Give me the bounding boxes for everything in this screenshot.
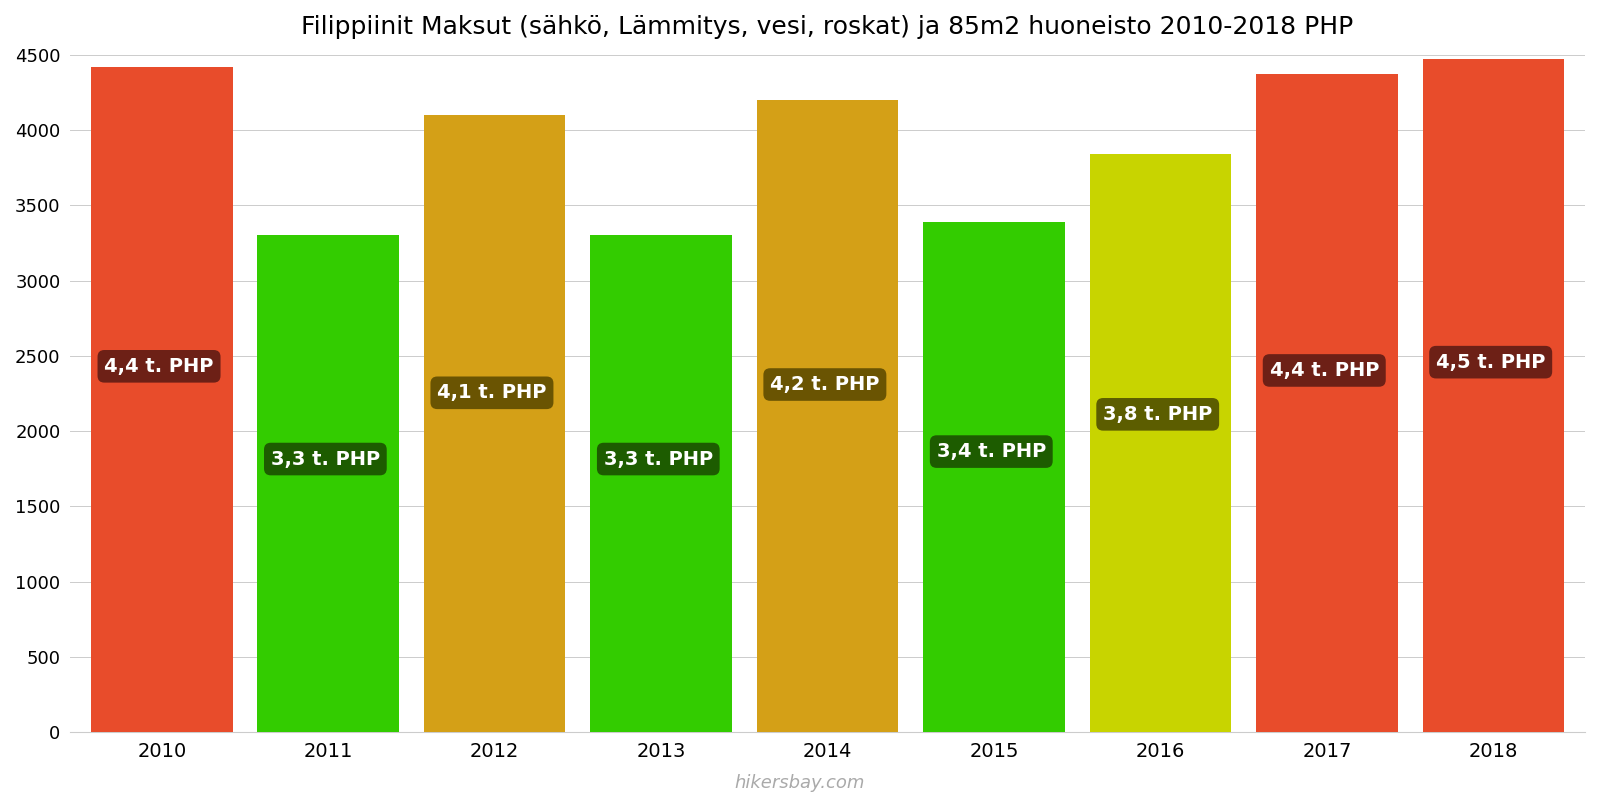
Bar: [923, 222, 1066, 732]
Text: 4,4 t. PHP: 4,4 t. PHP: [104, 357, 214, 376]
Bar: [258, 235, 398, 732]
Text: 4,5 t. PHP: 4,5 t. PHP: [1437, 353, 1546, 372]
Title: Filippiinit Maksut (sähkö, Lämmitys, vesi, roskat) ja 85m2 huoneisto 2010-2018 P: Filippiinit Maksut (sähkö, Lämmitys, ves…: [301, 15, 1354, 39]
Text: 3,4 t. PHP: 3,4 t. PHP: [936, 442, 1046, 461]
Bar: [91, 67, 232, 732]
Bar: [1256, 74, 1398, 732]
Bar: [757, 100, 898, 732]
Text: 4,2 t. PHP: 4,2 t. PHP: [770, 375, 880, 394]
Bar: [590, 235, 731, 732]
Text: 4,1 t. PHP: 4,1 t. PHP: [437, 383, 547, 402]
Text: 3,3 t. PHP: 3,3 t. PHP: [603, 450, 714, 469]
Text: 4,4 t. PHP: 4,4 t. PHP: [1269, 361, 1379, 380]
Text: 3,3 t. PHP: 3,3 t. PHP: [270, 450, 379, 469]
Bar: [1090, 154, 1232, 732]
Bar: [424, 115, 565, 732]
Text: 3,8 t. PHP: 3,8 t. PHP: [1102, 405, 1213, 424]
Bar: [1422, 59, 1565, 732]
Text: hikersbay.com: hikersbay.com: [734, 774, 866, 792]
